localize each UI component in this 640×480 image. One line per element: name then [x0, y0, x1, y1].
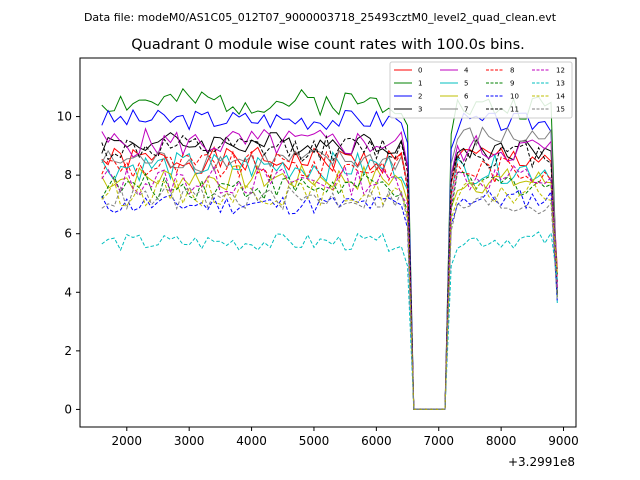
series-line-10 — [101, 189, 558, 410]
x-tick-label: 7000 — [423, 434, 454, 448]
legend-label-10: 10 — [510, 93, 519, 101]
series-line-15 — [101, 186, 558, 410]
y-tick-label: 0 — [64, 402, 72, 416]
series-line-5 — [101, 150, 558, 410]
x-tick-label: 9000 — [548, 434, 579, 448]
x-tick-label: 6000 — [361, 434, 392, 448]
y-tick-label: 10 — [57, 110, 72, 124]
x-tick-label: 2000 — [112, 434, 143, 448]
legend-label-13: 13 — [556, 80, 565, 88]
legend-label-4: 4 — [464, 67, 469, 75]
y-axis-ticks: 0 2 4 6 8 10 — [57, 110, 80, 416]
legend-label-0: 0 — [418, 67, 422, 75]
series-line-3 — [101, 132, 558, 410]
legend-label-6: 6 — [464, 93, 469, 101]
series-line-9 — [101, 171, 558, 410]
legend-box — [389, 61, 573, 119]
y-tick-label: 4 — [64, 285, 72, 299]
series-line-14 — [101, 178, 558, 410]
legend-label-15: 15 — [556, 106, 565, 114]
series-line-6 — [101, 163, 558, 410]
x-tick-label: 5000 — [299, 434, 330, 448]
legend-label-9: 9 — [510, 80, 514, 88]
series-lines — [101, 87, 558, 410]
legend-label-7: 7 — [464, 106, 468, 114]
x-tick-label: 3000 — [174, 434, 205, 448]
axes-frame — [79, 57, 577, 428]
series-line-13 — [101, 231, 558, 410]
legend-label-2: 2 — [418, 93, 422, 101]
series-line-8 — [101, 150, 558, 410]
legend-label-14: 14 — [556, 93, 565, 101]
series-line-7 — [101, 126, 558, 410]
legend-label-12: 12 — [556, 67, 565, 75]
chart-title: Quadrant 0 module wise count rates with … — [131, 37, 525, 53]
x-tick-label: 4000 — [236, 434, 267, 448]
legend-label-3: 3 — [418, 106, 422, 114]
series-line-2 — [101, 108, 558, 410]
legend-label-8: 8 — [510, 67, 514, 75]
x-tick-label: 8000 — [486, 434, 517, 448]
plot-area — [80, 58, 576, 427]
x-axis-offset-label: +3.2991e8 — [508, 455, 575, 469]
legend-label-11: 11 — [510, 106, 519, 114]
y-tick-label: 8 — [64, 168, 72, 182]
y-tick-label: 2 — [64, 344, 72, 358]
chart-suptitle: Data file: modeM0/AS1C05_012T07_90000037… — [84, 11, 557, 24]
y-tick-label: 6 — [64, 227, 72, 241]
series-line-4 — [101, 127, 558, 410]
legend-label-5: 5 — [464, 80, 468, 88]
legend-label-1: 1 — [418, 80, 422, 88]
series-line-12 — [101, 165, 558, 410]
x-axis-ticks: 2000 3000 4000 5000 6000 7000 8000 9000 — [112, 427, 579, 448]
